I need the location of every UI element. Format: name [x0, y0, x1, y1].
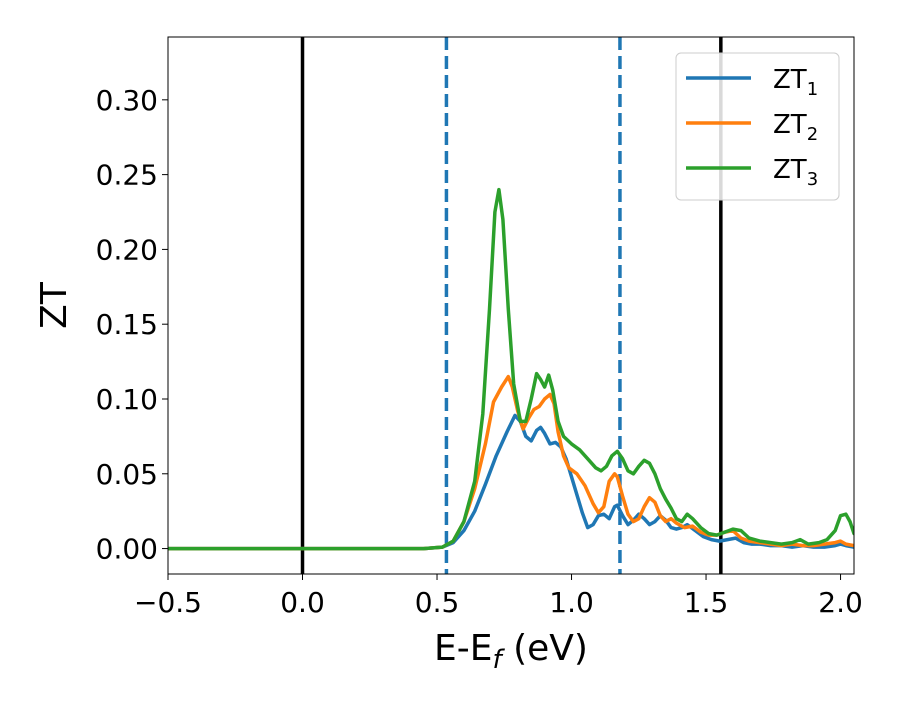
y-tick-label: 0.25 [96, 159, 158, 192]
x-axis-title-main: E-E [434, 628, 492, 669]
y-tick-label: 0.00 [96, 533, 158, 566]
y-tick-label: 0.10 [96, 383, 158, 416]
x-tick-label: −0.5 [134, 586, 202, 619]
x-tick-label: 1.5 [684, 586, 729, 619]
plot-frame [167, 36, 855, 575]
legend: ZT1 ZT2 ZT3 [675, 52, 840, 201]
y-tick-label: 0.05 [96, 458, 158, 491]
x-axis-ticks: −0.5 0.0 0.5 1.0 1.5 2.0 [134, 574, 863, 619]
y-tick-label: 0.20 [96, 233, 158, 266]
x-axis-title-suffix: (eV) [502, 628, 588, 669]
legend-label-zt2: ZT2 [773, 110, 818, 145]
y-tick-label: 0.30 [96, 84, 158, 117]
legend-label-zt1: ZT1 [773, 65, 818, 100]
x-tick-label: 1.0 [549, 586, 594, 619]
y-tick-label: 0.15 [96, 308, 158, 341]
legend-box [675, 52, 840, 201]
legend-label-zt3: ZT3 [773, 155, 818, 190]
x-axis-title: E-Ef (eV) [434, 628, 588, 675]
series-line-zt3 [168, 187, 854, 551]
x-tick-label: 2.0 [818, 586, 863, 619]
x-tick-label: 0.0 [280, 586, 325, 619]
y-axis-title: ZT [34, 281, 75, 329]
y-axis-ticks: 0.00 0.05 0.10 0.15 0.20 0.25 0.30 [96, 84, 168, 566]
series-lines [168, 187, 854, 551]
x-tick-label: 0.5 [415, 586, 460, 619]
